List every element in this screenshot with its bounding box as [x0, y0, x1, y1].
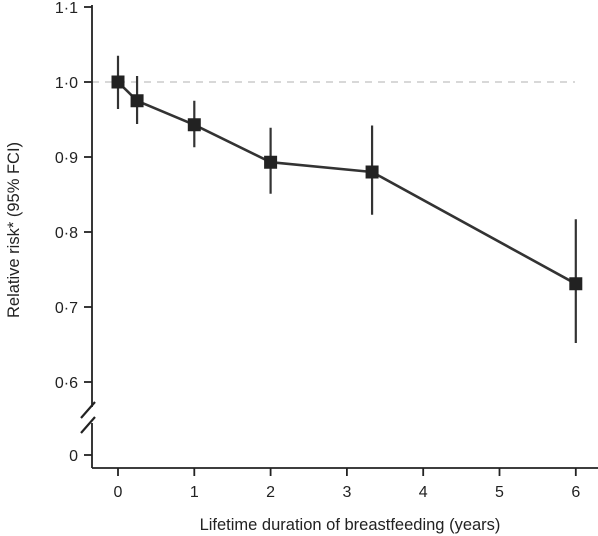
x-tick-label: 2: [266, 484, 275, 501]
y-tick-label: 0·9: [55, 150, 78, 167]
x-tick-label: 5: [495, 484, 504, 501]
data-line: [117, 81, 577, 285]
series-line: [117, 81, 577, 285]
axis-break-mark-top: [80, 401, 96, 419]
y-tick-label: 1·0: [55, 75, 78, 92]
data-point: [111, 75, 125, 89]
x-tick-label: 1: [190, 484, 199, 501]
y-tick-label: 0: [69, 448, 78, 465]
y-tick-label: 0·8: [55, 225, 78, 242]
data-point: [187, 118, 201, 132]
axes: 0·6 0·7 0·8 0·9 1·0 1·1 0 0 1 2 3 4 5 6: [55, 0, 598, 501]
x-tick-label: 4: [419, 484, 428, 501]
x-tick-label: 0: [114, 484, 123, 501]
axis-break-mark-bottom: [80, 416, 96, 434]
data-point: [264, 155, 278, 169]
data-points: [111, 75, 583, 291]
x-tick-label: 3: [342, 484, 351, 501]
error-bars: [116, 55, 577, 343]
x-axis-title: Lifetime duration of breastfeeding (year…: [200, 516, 501, 534]
y-tick-label: 0·6: [55, 375, 78, 392]
y-tick-label: 0·7: [55, 300, 78, 317]
y-axis-title: Relative risk* (95% FCI): [5, 142, 23, 318]
data-point: [365, 165, 379, 179]
data-point: [569, 277, 583, 291]
data-point: [130, 94, 144, 108]
y-tick-label: 1·1: [55, 0, 78, 17]
x-tick-label: 6: [571, 484, 580, 501]
